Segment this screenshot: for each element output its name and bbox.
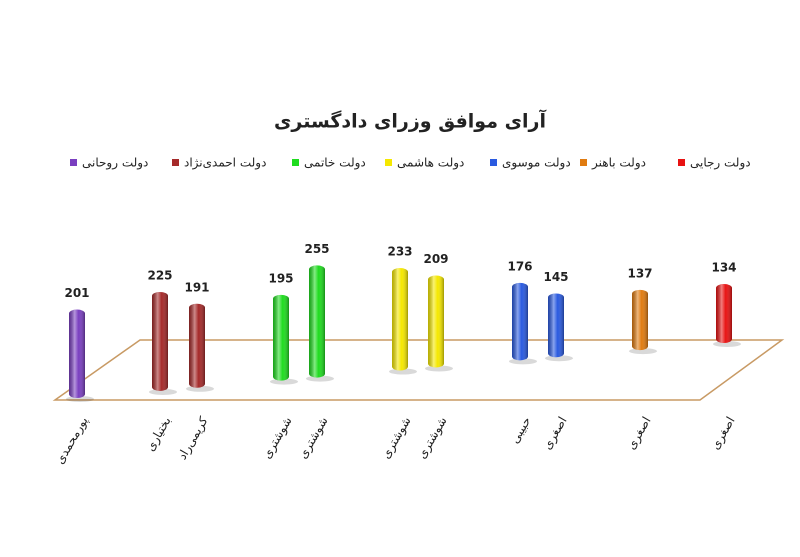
x-tick-label: شوشتری (296, 414, 332, 461)
value-label: 201 (64, 286, 89, 300)
value-label: 137 (627, 266, 652, 280)
bar-shadow (270, 378, 298, 385)
value-label: 191 (184, 280, 209, 294)
x-tick-label: شوشتری (415, 414, 451, 461)
bar-shine (69, 309, 85, 398)
value-label: 145 (543, 270, 568, 284)
bar-shine (189, 303, 205, 388)
bar-shadow (306, 375, 334, 382)
x-tick-label: حبیبی (507, 414, 533, 446)
legend-swatch (490, 159, 497, 166)
bar-shadow (509, 358, 537, 365)
bar-shine (548, 293, 564, 358)
legend-label: دولت روحانی (82, 156, 148, 171)
x-tick-label: شوشتری (260, 414, 296, 461)
bar-shadow (186, 385, 214, 392)
bar-shine (632, 289, 648, 351)
legend-label: دولت موسوی (502, 156, 571, 171)
x-tick-label: پورمحمدی (52, 414, 91, 467)
legend-swatch (292, 159, 299, 166)
legend-label: دولت باهنر (591, 156, 646, 171)
bar-shadow (545, 355, 573, 362)
legend-swatch (385, 159, 392, 166)
legend-label: دولت خاتمی (304, 156, 366, 171)
x-tick-label: اصغری (708, 414, 739, 452)
bar-shadow (713, 341, 741, 347)
value-label: 233 (387, 245, 412, 259)
legend-swatch (678, 159, 685, 166)
legend-swatch (580, 159, 587, 166)
value-label: 176 (507, 259, 532, 273)
legend-label: دولت هاشمی (397, 156, 464, 171)
bar-shadow (629, 348, 657, 355)
bar-shadow (66, 396, 94, 402)
x-tick-label: بختیاری (143, 414, 175, 454)
x-tick-label: اصغری (624, 414, 655, 452)
bar-shadow (425, 365, 453, 372)
x-tick-label: شوشتری (379, 414, 415, 461)
chart-title: آرای موافق وزرای دادگستری (274, 109, 546, 133)
legend-swatch (172, 159, 179, 166)
bar-shine (152, 291, 168, 391)
value-label: 225 (147, 268, 172, 282)
bar-shine (716, 284, 732, 343)
bar-shine (392, 268, 408, 371)
value-label: 209 (423, 252, 448, 266)
legend-label: دولت رجایی (690, 156, 751, 171)
value-label: 255 (304, 242, 329, 256)
bar-shadow (389, 368, 417, 375)
x-tick-label: کریمی‌راد (175, 414, 212, 463)
legend-swatch (70, 159, 77, 166)
bar-shine (309, 265, 325, 378)
legend-label: دولت احمدی‌نژاد (184, 156, 266, 171)
bar-shadow (149, 388, 177, 395)
bar-shine (428, 275, 444, 368)
bar-shine (512, 282, 528, 361)
value-label: 134 (711, 261, 736, 275)
bar-shine (273, 294, 289, 381)
value-label: 195 (268, 271, 293, 285)
floor (52, 339, 785, 401)
x-tick-label: اصغری (540, 414, 571, 452)
